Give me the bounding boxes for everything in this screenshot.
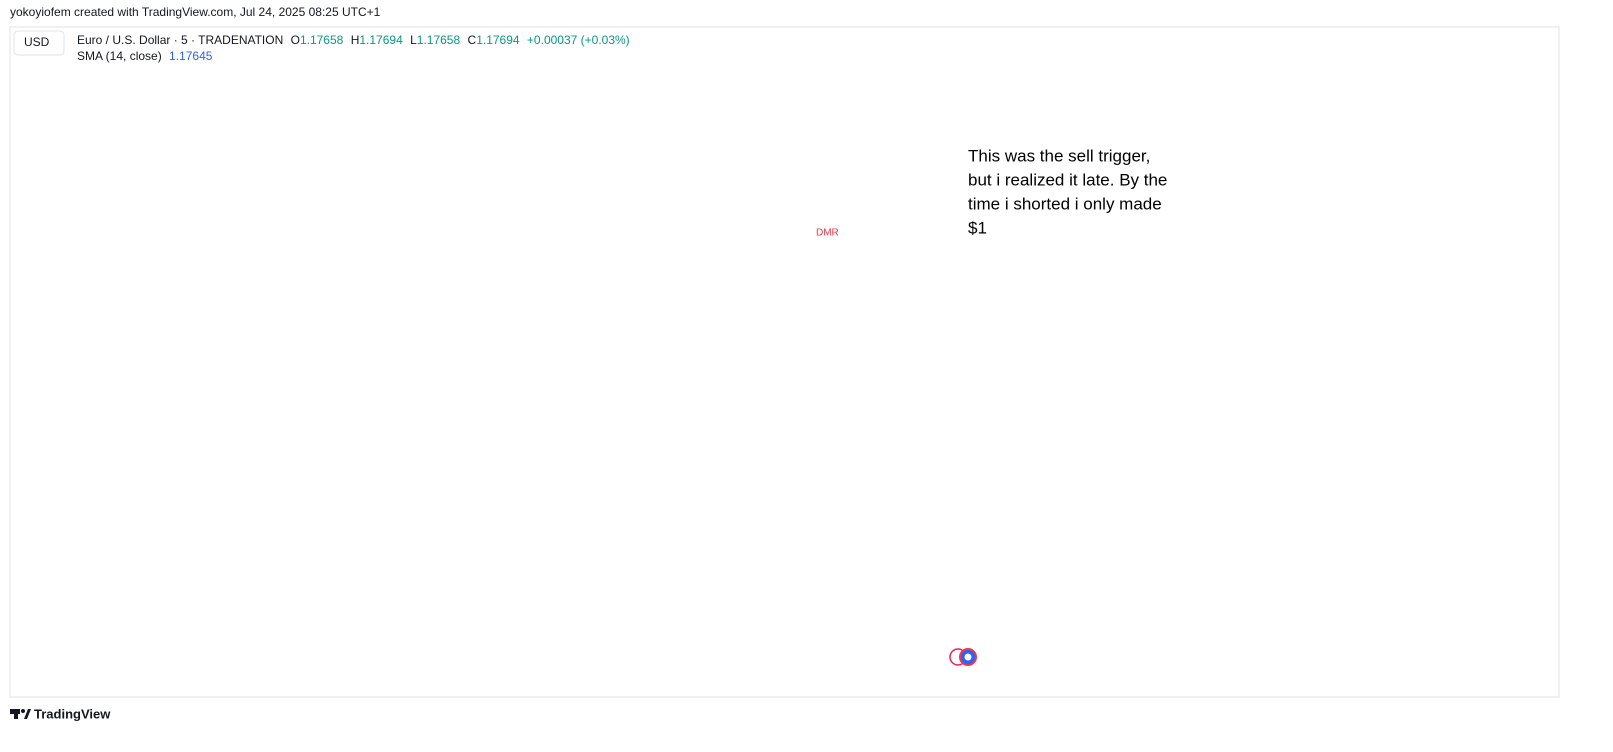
level-tag: DMR (816, 228, 839, 239)
symbol: Euro / U.S. Dollar · 5 · TRADENATION (77, 33, 283, 47)
chart-frame (9, 26, 1560, 698)
annotation-line: This was the sell trigger, (968, 146, 1150, 165)
change: +0.00037 (+0.03%) (527, 33, 630, 47)
ohlc-key: L (410, 33, 417, 47)
currency-button[interactable] (13, 30, 65, 56)
indicator-value: 1.17645 (169, 49, 213, 63)
ohlc-value: 1.17694 (359, 33, 403, 47)
indicator-legend: SMA (14, close) 1.17645 (77, 49, 213, 63)
logo-slash (24, 709, 31, 719)
annotation-line: $1 (968, 218, 987, 237)
indicator-name: SMA (14, close) (77, 49, 162, 63)
logo-stem (14, 709, 18, 719)
logo-dot (21, 709, 25, 713)
ohlc-key: C (468, 33, 477, 47)
ohlc-value: 1.17658 (300, 33, 344, 47)
brand: TradingView (34, 706, 111, 721)
ohlc-key: O (291, 33, 300, 47)
annotation-line: time i shorted i only made (968, 194, 1162, 213)
credit: yokoyiofem created with TradingView.com,… (10, 5, 381, 19)
ohlc-value: 1.17694 (476, 33, 520, 47)
event-icon-dot (964, 653, 972, 661)
ohlc-key: H (351, 33, 360, 47)
annotation-line: but i realized it late. By the (968, 170, 1167, 189)
legend-title: Euro / U.S. Dollar · 5 · TRADENATION O1.… (77, 33, 630, 47)
ohlc-value: 1.17658 (417, 33, 461, 47)
currency[interactable]: USD (24, 35, 50, 49)
